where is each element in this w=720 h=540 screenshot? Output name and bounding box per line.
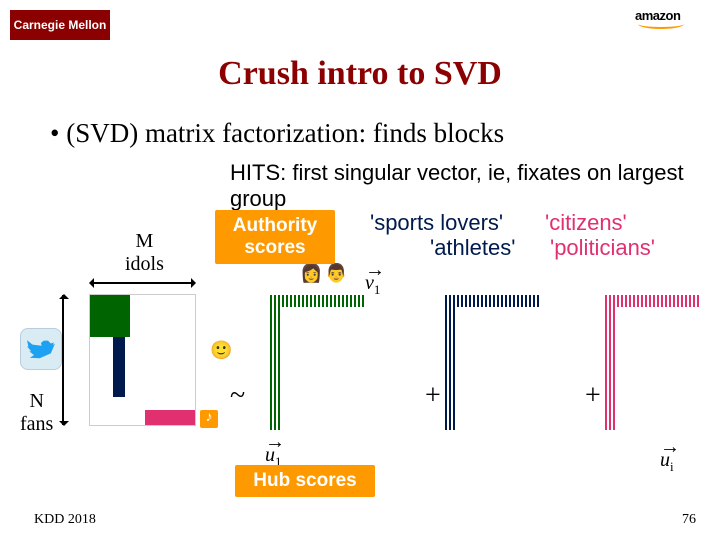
slide: Carnegie Mellon amazon Crush intro to SV…	[0, 0, 720, 540]
slide-title: Crush intro to SVD	[0, 55, 720, 93]
hub-scores-label: Hub scores	[235, 465, 375, 497]
logo-carnegie-mellon: Carnegie Mellon	[10, 10, 110, 40]
idols-label: idols	[125, 253, 164, 276]
idol-icon: 👩	[300, 263, 320, 283]
authority-scores-label: Authority scores	[215, 210, 335, 264]
n-label: N	[20, 390, 53, 413]
twitter-icon	[20, 328, 62, 370]
row-vector-3	[605, 295, 700, 307]
idol-icon: 👨	[325, 263, 345, 283]
hits-note: HITS: first singular vector, ie, fixates…	[230, 160, 710, 212]
row-vector-1	[270, 295, 365, 307]
sports-lovers-label: 'sports lovers'	[370, 210, 503, 236]
col-vector-3	[605, 295, 617, 430]
u-sym: u	[660, 449, 670, 471]
footer-conference: KDD 2018	[34, 512, 96, 528]
citizens-label: 'citizens'	[545, 210, 627, 236]
col-vector-1	[270, 295, 282, 430]
m-label: M	[125, 230, 164, 253]
logo-amazon-text: amazon	[635, 8, 680, 23]
v1-label: → v1	[365, 268, 385, 298]
col-vector-2	[445, 295, 457, 430]
v-sub: 1	[374, 282, 381, 297]
politicians-label: 'politicians'	[550, 235, 655, 261]
fans-label: fans	[20, 413, 53, 436]
matrix-block-sports	[113, 337, 125, 397]
op-approx: ~	[230, 380, 245, 412]
op-plus-2: +	[585, 380, 601, 412]
m-idols-arrow	[90, 282, 195, 284]
fan-icon: 🙂	[210, 340, 230, 360]
footer-page-number: 76	[682, 512, 696, 528]
n-fans-arrow	[62, 295, 64, 425]
bullet-svd: • (SVD) matrix factorization: finds bloc…	[50, 118, 504, 149]
row-vector-2	[445, 295, 540, 307]
v-sym: v	[365, 272, 374, 294]
u-sub-i: i	[670, 459, 674, 474]
u-sym: u	[265, 444, 275, 466]
m-idols-label: M idols	[125, 230, 164, 276]
matrix-block-politics	[145, 410, 195, 425]
svd-diagram: N fans M idols ~ + + 👩 👨 🙂 ♪ → v1 → u1	[0, 240, 720, 500]
n-fans-label: N fans	[20, 390, 53, 436]
music-note-icon: ♪	[200, 410, 218, 428]
matrix-block-music	[90, 295, 130, 337]
op-plus-1: +	[425, 380, 441, 412]
athletes-label: 'athletes'	[430, 235, 515, 261]
ui-label: → ui	[660, 445, 680, 475]
logo-amazon: amazon	[635, 8, 705, 36]
